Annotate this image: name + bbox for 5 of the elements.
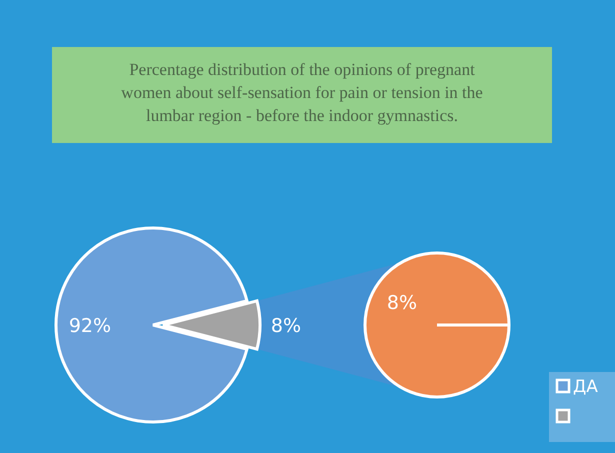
data-label: 8% [270, 315, 302, 337]
data-label: 8% [386, 292, 418, 314]
chart-title: Percentage distribution of the opinions of pregnant women about self-sensation for pain or tension in the lumbar region - before the indoor gymnastics. [121, 60, 483, 125]
legend-label: ДА [573, 377, 598, 397]
data-label: 92% [68, 315, 112, 337]
